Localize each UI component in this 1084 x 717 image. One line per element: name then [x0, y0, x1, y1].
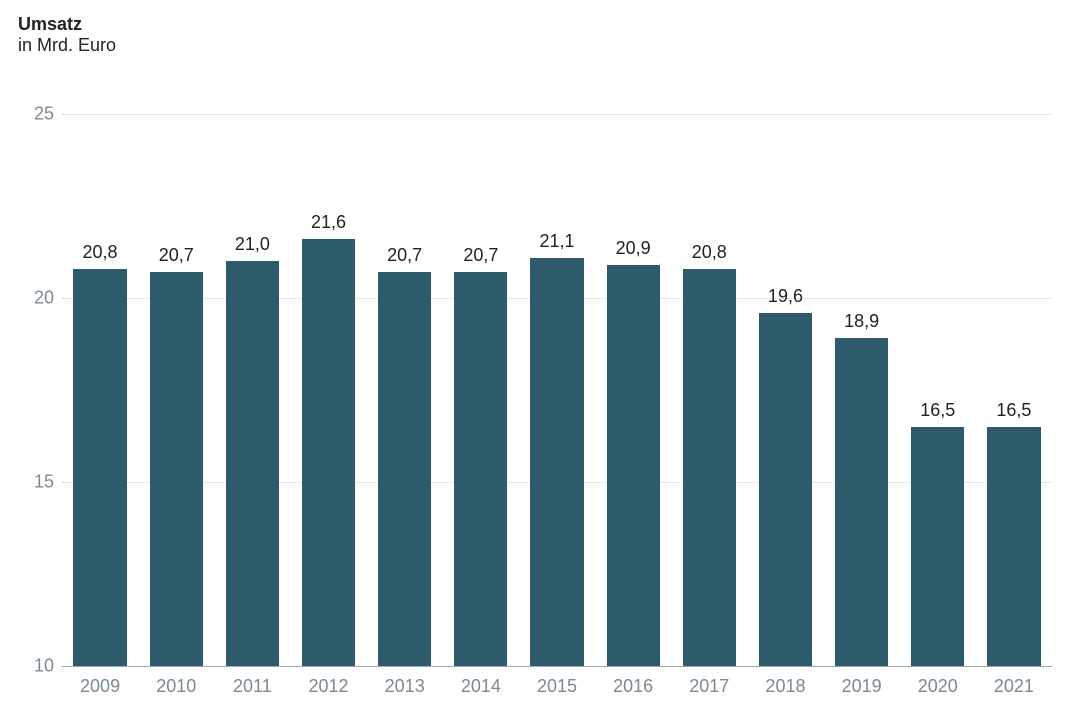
x-tick-label: 2018	[765, 676, 805, 697]
x-tick-label: 2012	[309, 676, 349, 697]
x-tick-label: 2019	[842, 676, 882, 697]
bar	[302, 239, 355, 666]
y-tick-label: 20	[18, 288, 54, 309]
x-tick-label: 2009	[80, 676, 120, 697]
x-tick-label: 2010	[156, 676, 196, 697]
x-tick-label: 2014	[461, 676, 501, 697]
bar-value-label: 21,6	[311, 212, 346, 233]
bar-value-label: 20,8	[692, 242, 727, 263]
bar-value-label: 21,1	[539, 231, 574, 252]
x-tick-label: 2013	[385, 676, 425, 697]
bar-value-label: 20,8	[83, 242, 118, 263]
bar-value-label: 16,5	[920, 400, 955, 421]
x-axis-line	[62, 666, 1052, 667]
bar-value-label: 20,9	[616, 238, 651, 259]
bar	[683, 269, 736, 666]
x-tick-label: 2011	[233, 676, 272, 697]
bar	[73, 269, 126, 666]
bar-value-label: 16,5	[996, 400, 1031, 421]
bar	[607, 265, 660, 666]
bar-value-label: 20,7	[159, 245, 194, 266]
plot-area: 20,8 20,7 21,0 21,6 20,7 20,7 21,1 20,9 20,8 19,6…	[62, 114, 1052, 666]
bar	[378, 272, 431, 666]
bar	[759, 313, 812, 666]
bar-value-label: 18,9	[844, 311, 879, 332]
bar-value-label: 21,0	[235, 234, 270, 255]
bar	[911, 427, 964, 666]
chart-container: Umsatz in Mrd. Euro 20,8 20,7 21,0 21,6 20,7…	[0, 0, 1084, 717]
bar-value-label: 20,7	[463, 245, 498, 266]
bar-value-label: 20,7	[387, 245, 422, 266]
chart-subtitle: in Mrd. Euro	[18, 35, 116, 56]
x-tick-label: 2020	[918, 676, 958, 697]
y-tick-label: 10	[18, 656, 54, 677]
chart-title-block: Umsatz in Mrd. Euro	[18, 14, 116, 56]
x-tick-label: 2016	[613, 676, 653, 697]
chart-title: Umsatz	[18, 14, 116, 35]
x-tick-label: 2017	[689, 676, 729, 697]
x-tick-label: 2015	[537, 676, 577, 697]
bar	[835, 338, 888, 666]
bar	[226, 261, 279, 666]
bar	[530, 258, 583, 666]
gridline	[62, 114, 1052, 115]
y-tick-label: 15	[18, 472, 54, 493]
bar	[454, 272, 507, 666]
bar	[987, 427, 1040, 666]
bar-value-label: 19,6	[768, 286, 803, 307]
x-tick-label: 2021	[994, 676, 1034, 697]
bar	[150, 272, 203, 666]
y-tick-label: 25	[18, 104, 54, 125]
